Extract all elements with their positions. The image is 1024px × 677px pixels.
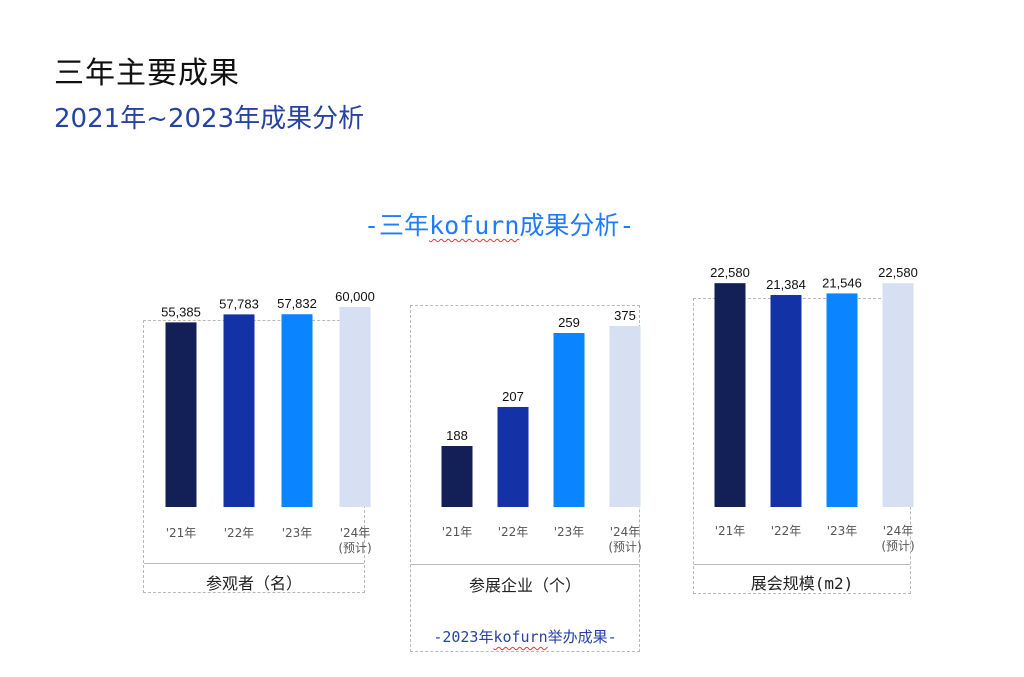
section-heading-suffix: 成果分析- <box>519 211 635 240</box>
visitors-value-label: 60,000 <box>335 289 375 304</box>
visitors-chart-divider <box>144 563 364 564</box>
visitors-bar <box>281 314 313 507</box>
exhibitors-chart: 188 '21年 207 '22年 259 '23年 375 '24年(预计) <box>441 308 642 554</box>
visitors-value-label: 57,832 <box>277 296 317 311</box>
page-title: 三年主要成果 <box>54 56 240 91</box>
visitors-value-label: 55,385 <box>161 304 201 319</box>
scale-tick-label: '24年 <box>883 524 914 538</box>
visitors-tick-label: '21年 <box>166 526 197 540</box>
exhibitors-value-label: 259 <box>558 315 580 330</box>
annual-results-note-suffix: 举办成果- <box>547 628 617 646</box>
section-heading-prefix: -三年 <box>364 211 430 240</box>
scale-value-label: 22,580 <box>710 265 750 280</box>
scale-chart-divider <box>694 564 910 565</box>
annual-results-note-prefix: -2023年 <box>433 628 494 646</box>
exhibitors-tick-note: (预计) <box>608 540 641 554</box>
scale-chart-caption: 展会规模(m2) <box>750 574 854 593</box>
section-heading: -三年kofurn成果分析- <box>364 206 634 242</box>
scale-tick-label: '22年 <box>771 524 802 538</box>
scale-bar <box>714 283 746 507</box>
exhibitors-tick-label: '21年 <box>442 525 473 539</box>
visitors-tick-label: '24年 <box>340 526 371 540</box>
exhibitors-value-label: 188 <box>446 428 468 443</box>
exhibitors-tick-label: '23年 <box>554 525 585 539</box>
visitors-chart-caption: 参观者（名） <box>205 574 302 593</box>
annual-results-note: -2023年kofurn举办成果- <box>411 626 639 647</box>
scale-tick-label: '21年 <box>715 524 746 538</box>
scale-bar <box>882 283 914 507</box>
scale-value-label: 22,580 <box>878 265 918 280</box>
scale-value-label: 21,384 <box>766 277 806 292</box>
visitors-bar <box>223 314 255 507</box>
section-heading-brand: kofurn <box>429 211 520 240</box>
exhibitors-bar <box>609 326 641 507</box>
exhibitors-value-label: 207 <box>502 389 524 404</box>
visitors-bar <box>339 307 371 507</box>
scale-value-label: 21,546 <box>822 275 862 290</box>
annual-results-note-brand: kofurn <box>493 628 548 646</box>
scale-tick-label: '23年 <box>827 524 858 538</box>
exhibitors-chart-divider <box>411 564 639 565</box>
scale-bar <box>770 295 802 507</box>
visitors-tick-note: (预计) <box>338 541 371 555</box>
scale-chart-panel: 22,580 '21年 21,384 '22年 21,546 '23年 22,580 '24年… <box>693 265 918 594</box>
exhibitors-tick-label: '22年 <box>498 525 529 539</box>
exhibitors-chart-caption: 参展企业（个） <box>468 576 581 595</box>
scale-chart: 22,580 '21年 21,384 '22年 21,546 '23年 22,580 '24年… <box>710 265 918 553</box>
exhibitors-bar <box>553 333 585 507</box>
exhibitors-value-label: 375 <box>614 308 636 323</box>
exhibitors-bar <box>441 446 473 507</box>
visitors-chart-panel: 55,385 '21年 57,783 '22年 57,832 '23年 60,000 '24年… <box>143 289 375 593</box>
exhibitors-tick-label: '24年 <box>610 525 641 539</box>
scale-bar <box>826 293 858 507</box>
visitors-chart: 55,385 '21年 57,783 '22年 57,832 '23年 60,000 '24年… <box>161 289 375 555</box>
scale-tick-note: (预计) <box>881 539 914 553</box>
visitors-tick-label: '22年 <box>224 526 255 540</box>
exhibitors-bar <box>497 407 529 507</box>
visitors-tick-label: '23年 <box>282 526 313 540</box>
page-subtitle: 2021年~2023年成果分析 <box>54 104 365 134</box>
exhibitors-chart-panel: 188 '21年 207 '22年 259 '23年 375 '24年 (预计) 参展企业（个）… <box>410 305 642 652</box>
visitors-bar <box>165 322 197 507</box>
visitors-value-label: 57,783 <box>219 296 259 311</box>
